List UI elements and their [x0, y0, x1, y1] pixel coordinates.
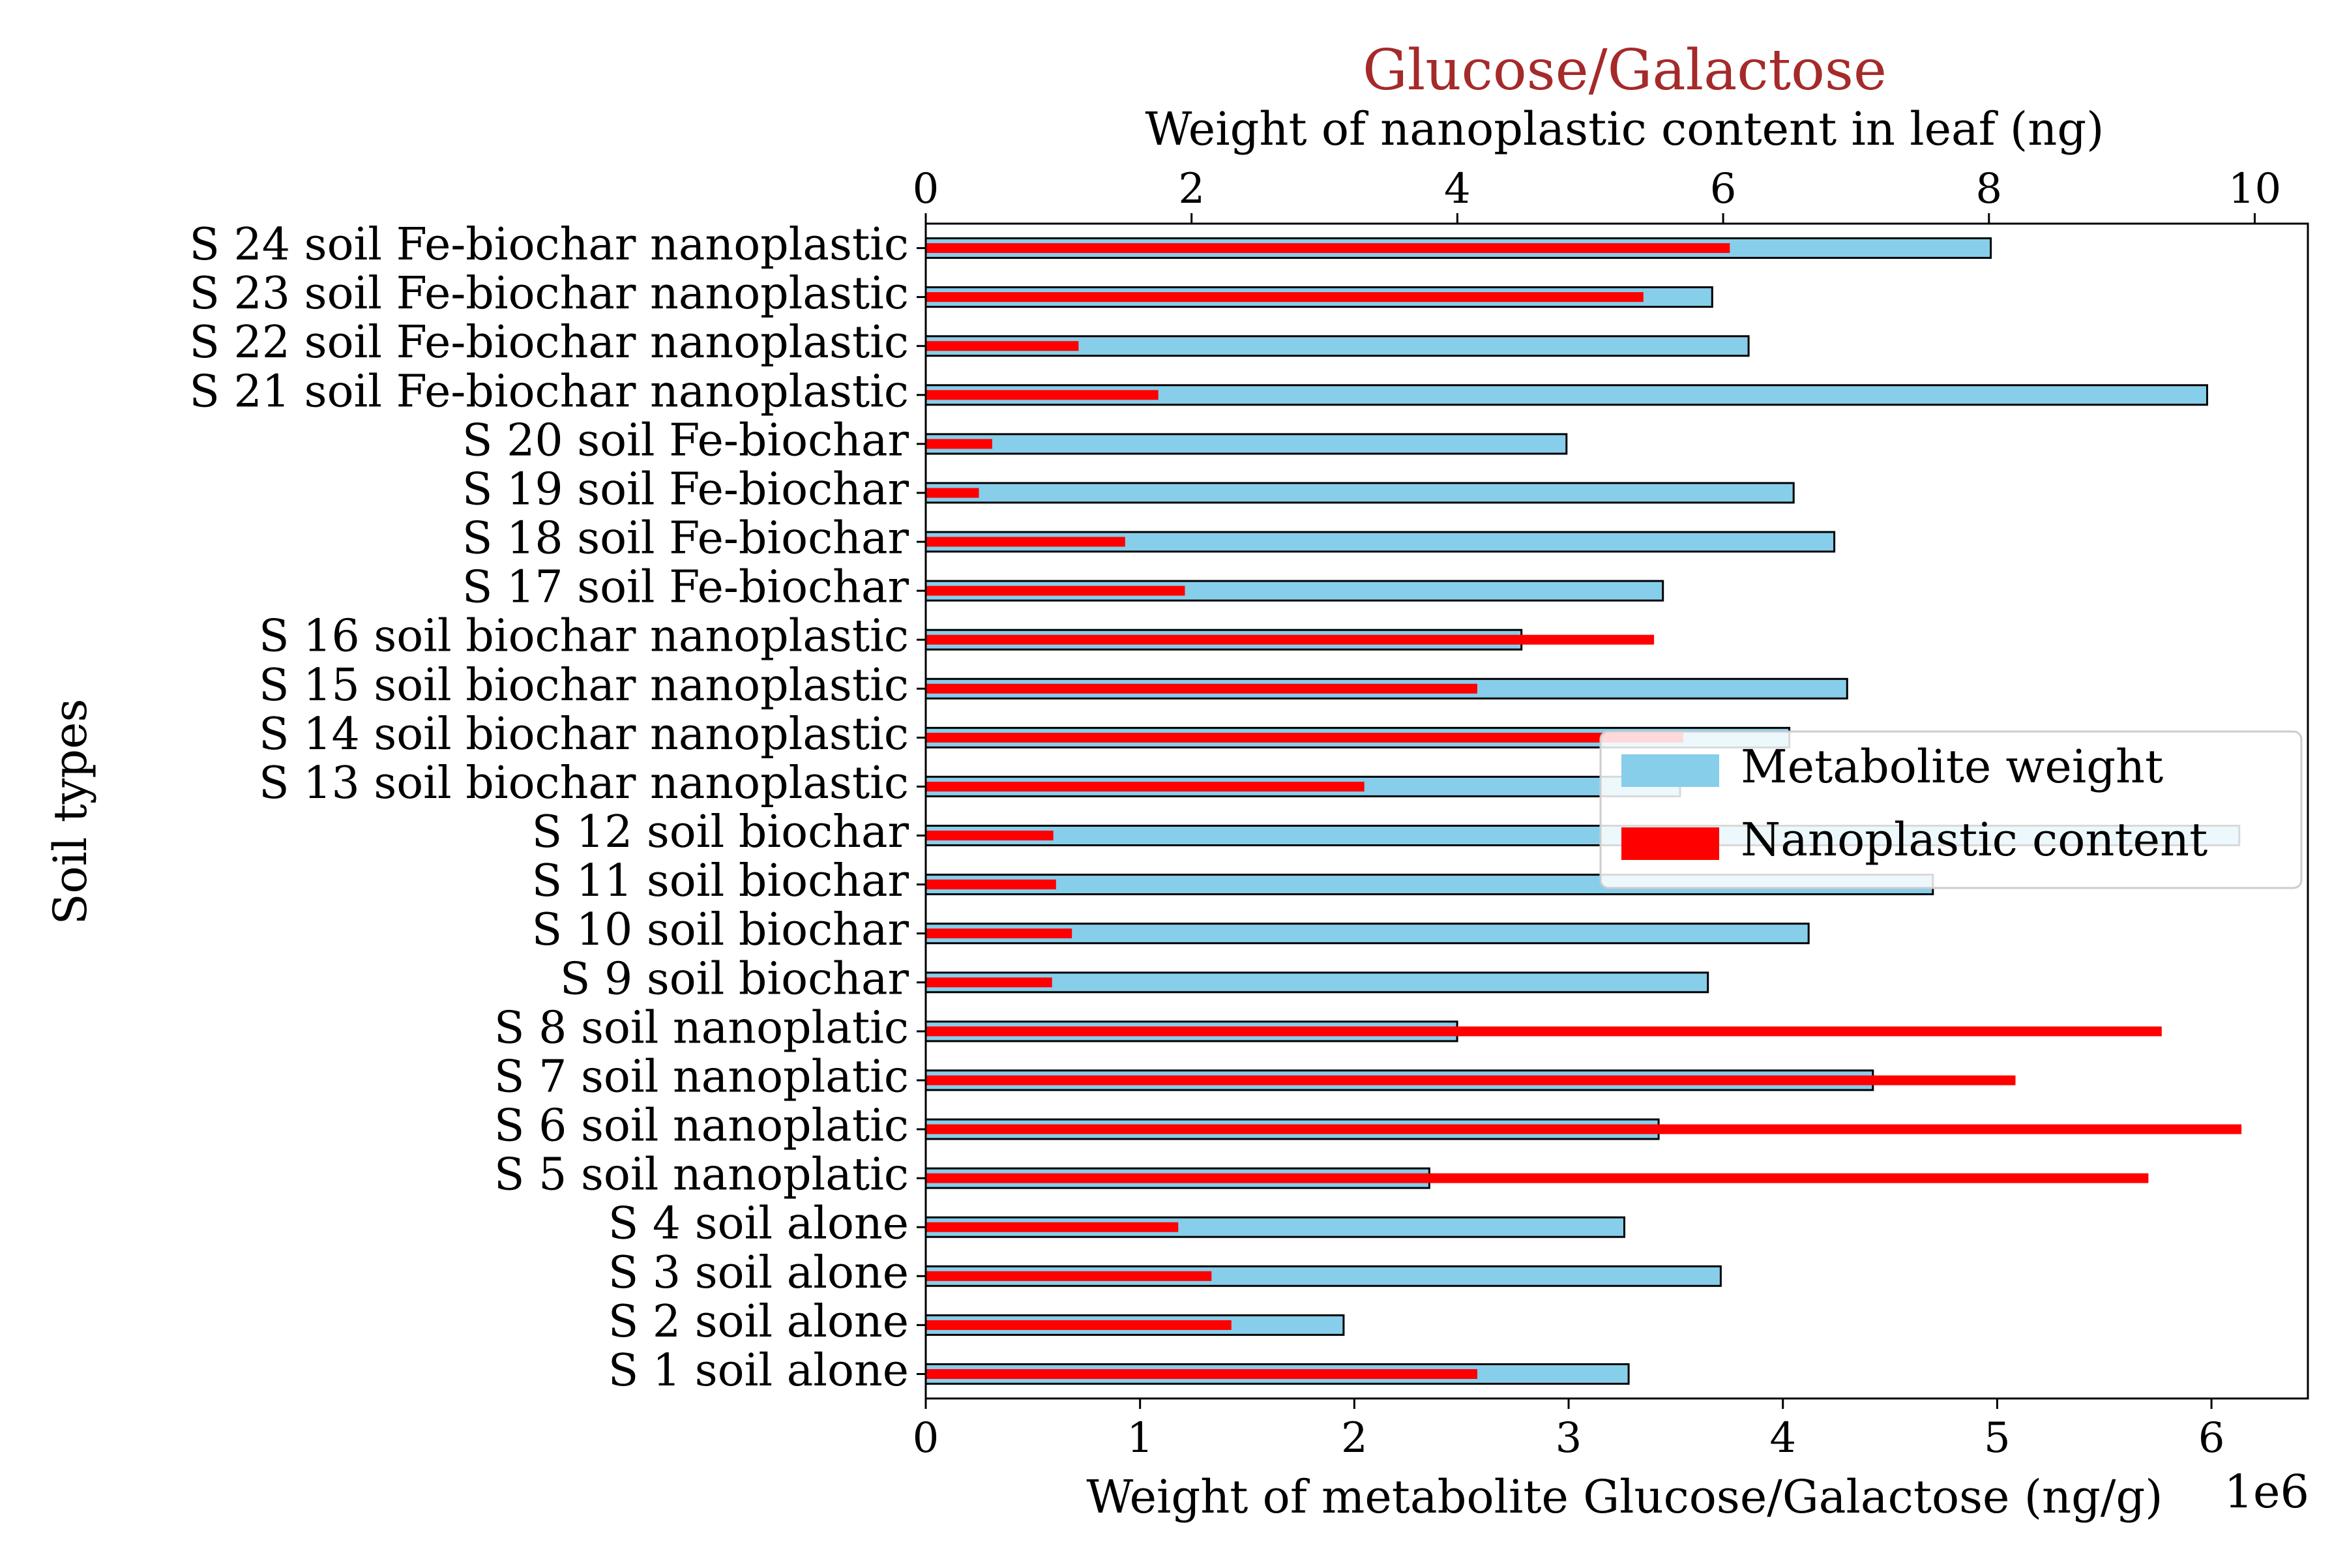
legend-label: Nanoplastic content — [1741, 813, 2207, 866]
y-tick-label: S 13 soil biochar nanoplastic — [259, 758, 909, 809]
y-tick-label: S 5 soil nanoplatic — [494, 1149, 909, 1201]
nanoplastic-bar — [926, 782, 1365, 791]
y-tick-label: S 18 soil Fe-biochar — [462, 513, 909, 565]
legend-box — [1599, 730, 2303, 889]
y-tick-label: S 2 soil alone — [608, 1296, 909, 1348]
nanoplastic-bar — [926, 1173, 2149, 1183]
y-axis-label: Soil types — [44, 699, 97, 925]
metabolite-bar — [924, 482, 1795, 504]
nanoplastic-bar — [926, 439, 992, 449]
top-x-tick-label: 6 — [1710, 165, 1737, 213]
nanoplastic-bar — [926, 831, 1054, 840]
legend: Metabolite weight Nanoplastic content — [1599, 730, 2303, 889]
nanoplastic-bar — [926, 1124, 2242, 1134]
top-x-tick-label: 4 — [1444, 165, 1471, 213]
y-tick-label: S 24 soil Fe-biochar nanoplastic — [189, 219, 909, 271]
top-x-tick-label: 8 — [1975, 165, 2002, 213]
bottom-x-axis-label: Weight of metabolite Glucose/Galactose (… — [1086, 1470, 2162, 1524]
legend-swatch — [1621, 827, 1719, 860]
nanoplastic-bar — [926, 243, 1730, 253]
y-tick-label: S 1 soil alone — [608, 1345, 909, 1397]
nanoplastic-bar — [926, 1320, 1232, 1330]
y-tick-label: S 9 soil biochar — [560, 953, 909, 1005]
y-tick-label: S 10 soil biochar — [532, 904, 909, 956]
y-tick-label: S 19 soil Fe-biochar — [462, 464, 909, 515]
plot-frame — [924, 222, 2309, 1400]
nanoplastic-bar — [926, 488, 979, 498]
top-x-tick-label: 0 — [913, 165, 939, 213]
top-x-tick-label: 10 — [2228, 165, 2281, 213]
y-tick-label: S 8 soil nanoplatic — [494, 1002, 909, 1054]
bottom-x-tick-label: 5 — [1984, 1414, 2011, 1462]
y-tick-label: S 6 soil nanoplatic — [494, 1101, 909, 1152]
y-tick-label: S 22 soil Fe-biochar nanoplastic — [189, 317, 909, 368]
nanoplastic-bar — [926, 977, 1052, 988]
chart-title: Glucose/Galactose — [1363, 38, 1887, 103]
metabolite-bar — [924, 433, 1568, 455]
y-tick-label: S 14 soil biochar nanoplastic — [259, 709, 909, 760]
top-x-axis-label: Weight of nanoplastic content in leaf (n… — [1145, 102, 2104, 156]
nanoplastic-bar — [926, 634, 1655, 645]
nanoplastic-bar — [926, 928, 1072, 939]
bottom-x-tick-label: 3 — [1556, 1414, 1582, 1462]
y-tick-label: S 16 soil biochar nanoplastic — [259, 611, 909, 662]
legend-swatch — [1621, 754, 1719, 787]
y-tick-label: S 20 soil Fe-biochar — [462, 415, 909, 466]
x-offset-text: 1e6 — [2224, 1465, 2310, 1518]
nanoplastic-bar — [926, 1271, 1212, 1281]
nanoplastic-bar — [926, 390, 1159, 400]
nanoplastic-bar — [926, 341, 1079, 351]
legend-label: Metabolite weight — [1741, 740, 2163, 793]
y-tick-label: S 15 soil biochar nanoplastic — [259, 660, 909, 711]
nanoplastic-bar — [926, 880, 1056, 890]
metabolite-bar — [924, 971, 1709, 994]
y-tick-label: S 4 soil alone — [608, 1198, 909, 1250]
bottom-x-tick-label: 1 — [1127, 1414, 1153, 1462]
y-tick-label: S 12 soil biochar — [532, 806, 909, 858]
nanoplastic-bar — [926, 1075, 2016, 1086]
y-tick-label: S 23 soil Fe-biochar nanoplastic — [189, 268, 909, 319]
y-tick-label: S 11 soil biochar — [532, 855, 909, 907]
y-tick-label: S 17 soil Fe-biochar — [462, 562, 909, 614]
nanoplastic-bar — [926, 1026, 2162, 1037]
nanoplastic-bar — [926, 1369, 1477, 1379]
metabolite-bar — [924, 580, 1664, 602]
nanoplastic-bar — [926, 732, 1683, 743]
bottom-x-tick-label: 2 — [1341, 1414, 1368, 1462]
bottom-x-tick-label: 6 — [2198, 1414, 2225, 1462]
y-tick-label: S 7 soil nanoplatic — [494, 1051, 909, 1102]
nanoplastic-bar — [926, 292, 1644, 303]
nanoplastic-bar — [926, 683, 1477, 694]
nanoplastic-bar — [926, 585, 1185, 596]
bottom-x-tick-label: 4 — [1769, 1414, 1796, 1462]
nanoplastic-bar — [926, 537, 1125, 547]
bottom-x-tick-label: 0 — [913, 1414, 939, 1462]
y-tick-label: S 3 soil alone — [608, 1247, 909, 1299]
top-x-tick-label: 2 — [1178, 165, 1205, 213]
y-tick-label: S 21 soil Fe-biochar nanoplastic — [189, 366, 909, 417]
nanoplastic-bar — [926, 1222, 1179, 1232]
